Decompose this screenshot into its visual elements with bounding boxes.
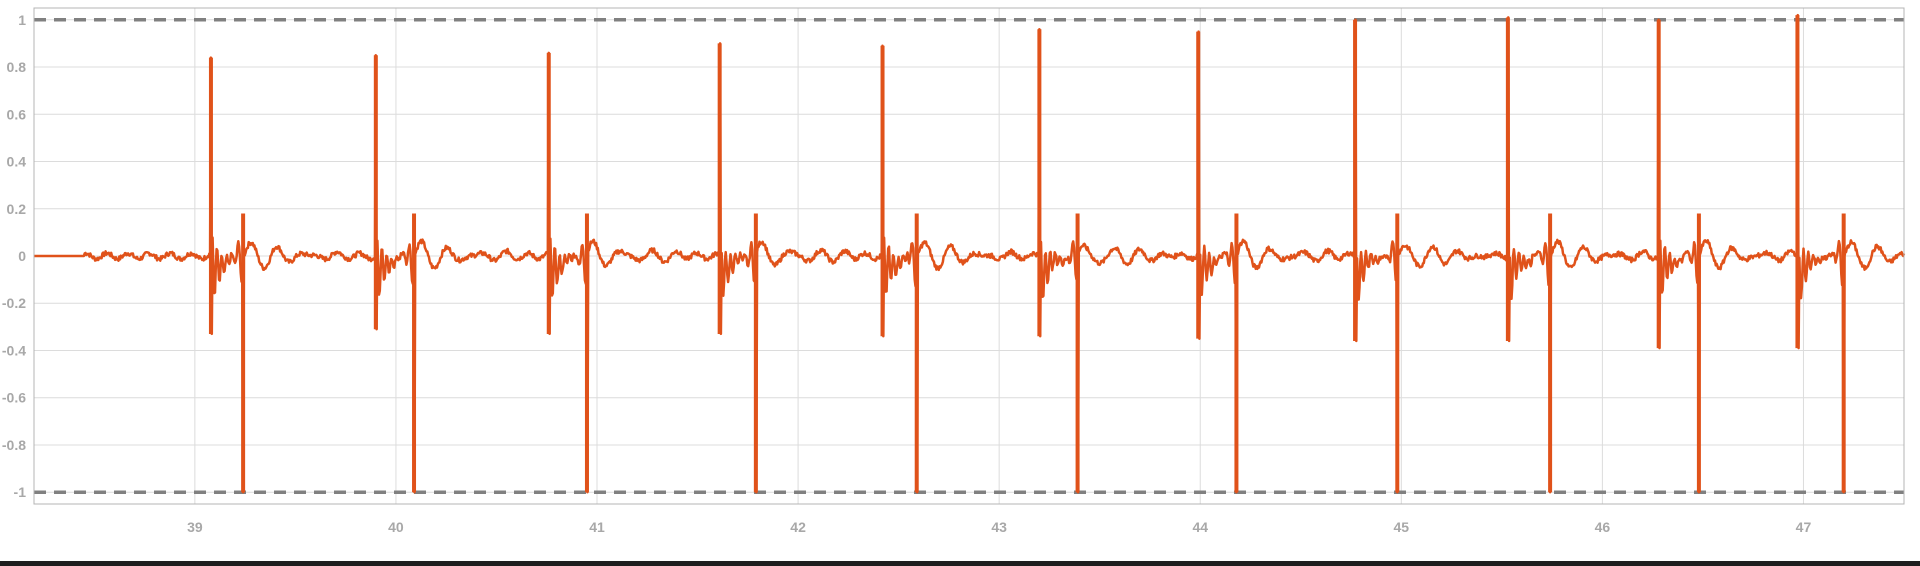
x-tick-label: 43 [991, 519, 1007, 535]
x-tick-label: 47 [1796, 519, 1812, 535]
x-tick-label: 41 [589, 519, 605, 535]
x-tick-label: 46 [1595, 519, 1611, 535]
y-axis-ticks: 1 0.8 0.6 0.4 0.2 0 -0.2 -0.4 -0.6 -0.8 -1 [2, 12, 26, 500]
limit-lines [34, 18, 1904, 494]
x-tick-label: 39 [187, 519, 203, 535]
bottom-window-edge [0, 561, 1920, 566]
series-line [33, 13, 1906, 494]
y-tick-label: 0.4 [7, 154, 27, 170]
y-tick-label: -0.2 [2, 295, 26, 311]
y-tick-label: -0.6 [2, 390, 26, 406]
x-tick-label: 40 [388, 519, 404, 535]
y-tick-label: 1 [18, 12, 26, 28]
y-tick-label: 0.6 [7, 106, 27, 122]
x-tick-label: 42 [790, 519, 806, 535]
series-group [33, 13, 1906, 494]
y-tick-label: 0 [18, 248, 26, 264]
y-tick-label: -0.4 [2, 342, 26, 358]
plot-frame [33, 7, 1905, 505]
y-tick-label: -0.8 [2, 437, 26, 453]
grid [34, 8, 1904, 504]
y-tick-label: 0.8 [7, 59, 27, 75]
x-axis-ticks: 39 40 41 42 43 44 45 46 47 [187, 519, 1811, 535]
x-tick-label: 44 [1192, 519, 1208, 535]
y-tick-label: -1 [14, 484, 27, 500]
x-tick-label: 45 [1394, 519, 1410, 535]
y-tick-label: 0.2 [7, 201, 27, 217]
